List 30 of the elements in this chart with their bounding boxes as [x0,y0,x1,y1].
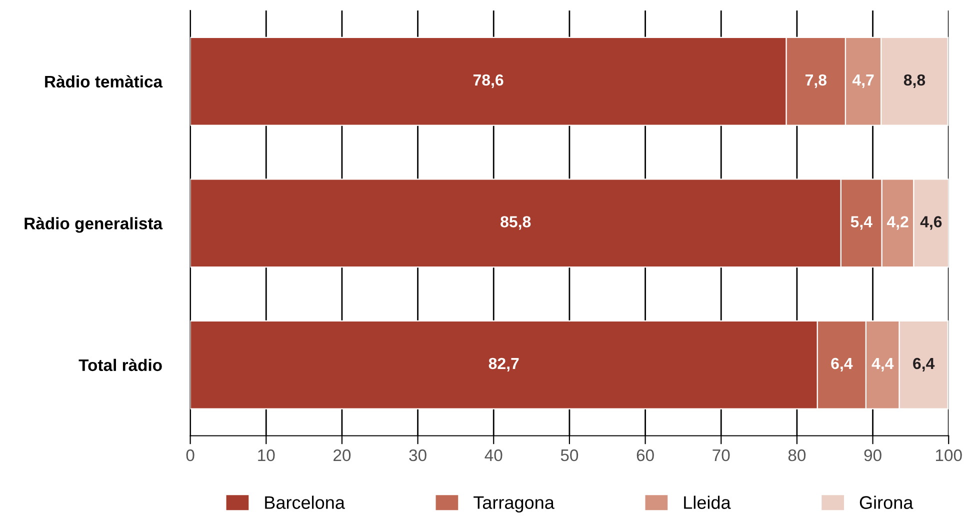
x-tick-label: 80 [788,449,806,462]
x-tick-label: 10 [258,449,275,462]
data-label: 6,4 [913,358,935,372]
x-tick-label: 60 [636,449,654,462]
data-label: 82,7 [488,358,519,372]
legend-label: Barcelona [265,496,345,509]
x-tick-label: 20 [334,449,351,462]
x-tick-label: 70 [712,449,730,462]
x-tick-label: 90 [864,449,882,462]
x-tick-label: 0 [186,449,194,462]
y-tick-label: Ràdio generalista [24,217,163,233]
data-label: 4,2 [886,216,908,230]
data-label: 4,7 [852,74,874,88]
legend-label: Lleida [684,496,731,509]
data-label: 5,4 [850,216,872,230]
y-tick-label: Total ràdio [78,358,162,372]
data-label: 8,8 [904,74,926,88]
x-tick-label: 100 [936,449,962,462]
x-tick-label: 30 [409,449,426,462]
data-label: 4,6 [920,216,942,230]
x-tick-label: 50 [560,449,578,462]
legend-label: Girona [860,496,914,509]
data-label: 4,4 [872,358,894,372]
x-tick-label: 40 [484,449,502,462]
legend-label: Tarragona [474,496,554,513]
data-label: 7,8 [805,74,827,88]
data-label: 6,4 [831,358,853,372]
data-label: 78,6 [473,74,504,88]
y-tick-label: Ràdio temàtica [45,75,163,88]
data-label: 85,8 [500,216,531,230]
